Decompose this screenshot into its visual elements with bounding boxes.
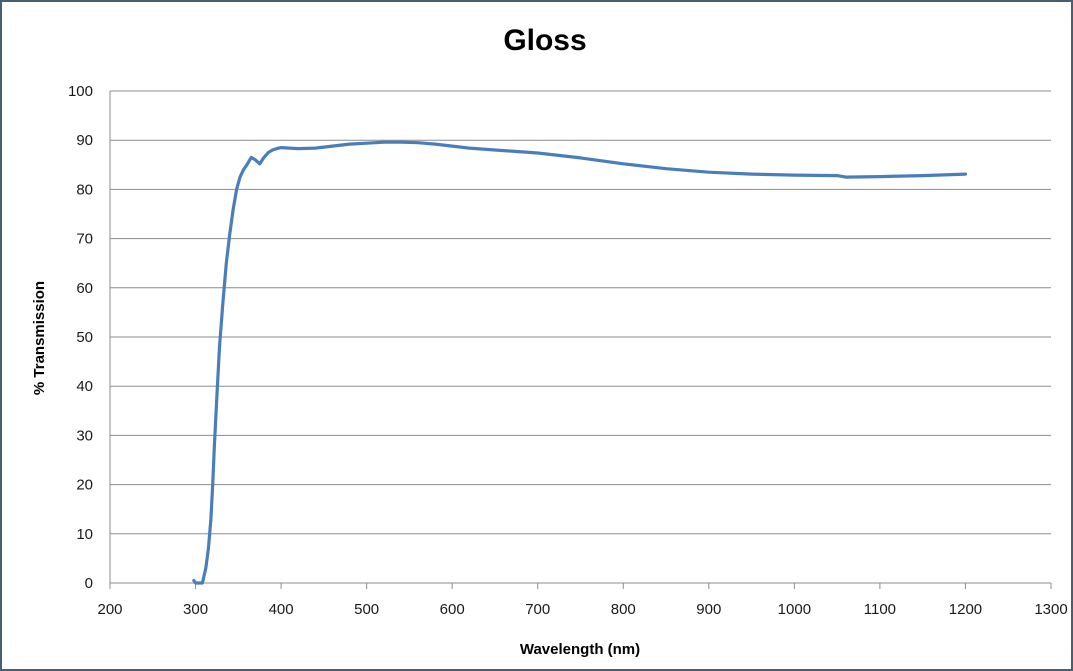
- y-tick-label-100: 100: [68, 83, 93, 100]
- y-tick-label-0: 0: [85, 575, 93, 592]
- y-tick-label-50: 50: [76, 329, 93, 346]
- axes: [109, 91, 1052, 589]
- y-tick-label-30: 30: [76, 427, 93, 444]
- y-tick-label-10: 10: [76, 526, 93, 543]
- y-axis-title: % Transmission: [31, 281, 48, 395]
- y-tick-label-40: 40: [76, 378, 93, 395]
- grid-lines: [110, 90, 1051, 535]
- x-tick-label-1300: 1300: [1034, 601, 1067, 618]
- x-tick-label-300: 300: [183, 601, 208, 618]
- y-tick-label-70: 70: [76, 231, 93, 248]
- x-tick-label-200: 200: [97, 601, 122, 618]
- y-tick-label-20: 20: [76, 477, 93, 494]
- y-tick-label-60: 60: [76, 280, 93, 297]
- series-layer: [192, 140, 968, 585]
- x-axis-title: Wavelength (nm): [520, 641, 640, 658]
- y-tick-labels: 0 10 20 30 40 50 60 70 80 90 100: [68, 83, 93, 592]
- x-tick-label-1000: 1000: [778, 601, 811, 618]
- chart-title: Gloss: [503, 24, 586, 57]
- x-tick-label-1100: 1100: [864, 601, 896, 618]
- x-tick-label-600: 600: [440, 601, 465, 618]
- x-tick-label-1200: 1200: [949, 601, 982, 618]
- x-tick-label-800: 800: [611, 601, 636, 618]
- x-tick-label-900: 900: [696, 601, 721, 618]
- x-tick-label-400: 400: [269, 601, 294, 618]
- x-tick-label-500: 500: [354, 601, 379, 618]
- x-tick-label-700: 700: [525, 601, 550, 618]
- y-tick-label-90: 90: [76, 132, 93, 149]
- x-tick-labels: 200 300 400 500 600 700 800 900 1000 1100 1200 1300: [97, 601, 1067, 618]
- y-tick-label-80: 80: [76, 181, 93, 198]
- series-line-0: [192, 140, 968, 585]
